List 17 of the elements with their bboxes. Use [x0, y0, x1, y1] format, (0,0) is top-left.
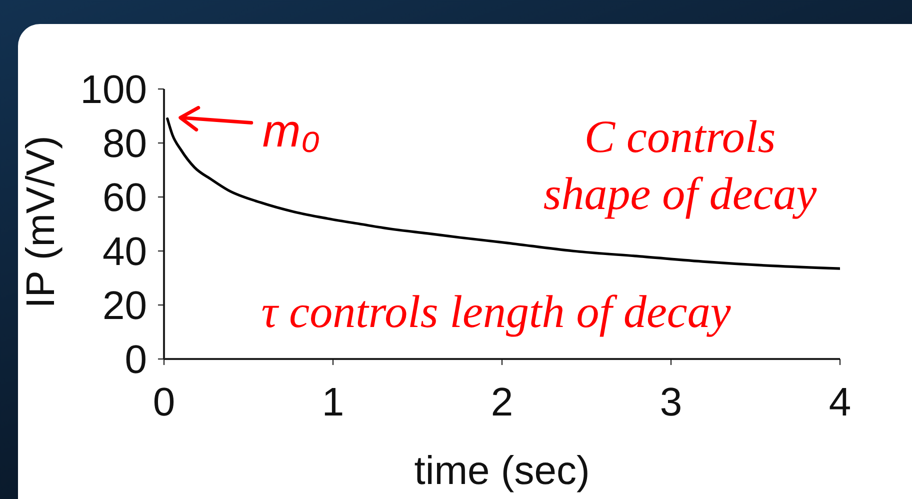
y-tick-label: 100 — [80, 68, 147, 112]
y-axis-title: IP (mV/V) — [19, 136, 63, 308]
annotation: C controls shape of decay — [542, 110, 818, 221]
annotation: m₀ — [262, 104, 320, 157]
x-tick-label: 3 — [660, 380, 682, 424]
y-tick-label: 60 — [102, 176, 147, 220]
y-tick-label: 0 — [124, 338, 147, 382]
x-tick-label: 4 — [828, 380, 852, 424]
x-tick-label: 0 — [152, 380, 176, 424]
x-axis-title: time (sec) — [414, 449, 590, 493]
y-tick-label: 20 — [102, 284, 147, 328]
y-tick-label: 80 — [102, 122, 147, 166]
y-tick-label: 40 — [102, 230, 147, 274]
line-series — [166, 117, 840, 270]
x-tick-label: 2 — [490, 380, 514, 424]
annotation: τ controls length of decay — [260, 285, 732, 339]
x-tick-label: 1 — [322, 380, 344, 424]
